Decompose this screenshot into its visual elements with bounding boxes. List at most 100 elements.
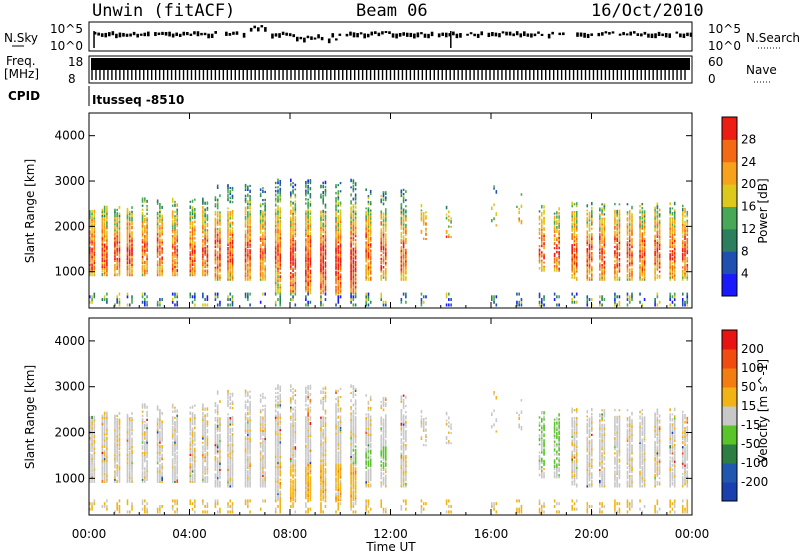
power-cell (146, 303, 148, 307)
power-cell (114, 268, 116, 273)
velocity-cell (174, 469, 176, 473)
power-cell (540, 222, 543, 225)
velocity-cell (91, 472, 93, 475)
power-cell (290, 274, 292, 277)
power-cell (294, 281, 297, 285)
power-colorbar-swatch (722, 206, 737, 230)
power-cell (161, 260, 163, 265)
power-cell (292, 207, 294, 211)
power-cell (382, 275, 385, 279)
power-cell (247, 243, 249, 247)
power-cell (106, 255, 108, 258)
power-cell (575, 251, 578, 255)
power-cell (656, 242, 659, 247)
power-cell (618, 209, 621, 212)
power-cell (588, 213, 591, 216)
power-cell (292, 239, 294, 244)
velocity-cell (103, 457, 106, 461)
power-cell (654, 211, 656, 214)
velocity-cell (194, 510, 196, 514)
power-cell (294, 263, 297, 266)
power-cell (324, 285, 327, 289)
velocity-cell (91, 473, 93, 477)
velocity-cell (174, 443, 176, 446)
power-cell (367, 262, 370, 265)
velocity-cell (114, 429, 116, 432)
power-cell (307, 244, 309, 248)
power-cell (294, 257, 297, 260)
power-cell (191, 269, 194, 273)
power-cell (658, 227, 661, 230)
power-cell (626, 264, 629, 267)
power-cell (631, 231, 633, 234)
power-cell (264, 202, 266, 206)
power-cell (307, 292, 309, 296)
velocity-cell (114, 464, 116, 467)
power-cell (176, 268, 179, 273)
power-cell (309, 210, 312, 213)
power-cell (671, 295, 674, 299)
power-cell (259, 192, 262, 196)
power-cell (681, 247, 684, 251)
power-cell (324, 268, 327, 272)
power-cell (656, 214, 659, 218)
velocity-cell (116, 455, 118, 459)
power-cell (643, 238, 646, 243)
power-cell (384, 224, 387, 228)
velocity-cell (156, 434, 159, 438)
power-cell (103, 256, 106, 260)
velocity-cell (202, 430, 204, 434)
power-cell (639, 292, 641, 296)
power-cell (307, 228, 309, 232)
velocity-cell (101, 458, 104, 461)
power-cell (274, 231, 277, 236)
power-cell (93, 228, 96, 232)
power-cell (128, 254, 131, 258)
power-cell (307, 240, 309, 244)
power-cell (518, 218, 520, 223)
power-cell (365, 271, 367, 275)
power-cell (352, 206, 355, 209)
power-cell (420, 218, 423, 222)
power-cell (191, 227, 194, 232)
power-cell (380, 292, 383, 296)
power-cell (93, 272, 96, 275)
velocity-cell (159, 409, 161, 413)
velocity-cell (114, 438, 116, 442)
power-cell (673, 228, 676, 232)
power-cell (194, 243, 196, 246)
power-cell (277, 250, 279, 254)
power-cell (405, 262, 407, 265)
power-cell (339, 269, 342, 272)
velocity-cell (118, 467, 121, 471)
power-cell (191, 199, 194, 203)
velocity-cell (126, 437, 129, 440)
velocity-cell (106, 465, 108, 469)
power-cell (538, 256, 541, 260)
velocity-cell (146, 423, 148, 426)
power-cell (274, 285, 277, 289)
velocity-cell (126, 502, 129, 506)
power-cell (335, 199, 337, 203)
power-cell (292, 286, 294, 291)
power-cell (264, 229, 266, 232)
velocity-cell (194, 457, 196, 461)
power-cell (669, 220, 671, 224)
power-cell (106, 292, 108, 296)
power-cell (405, 231, 407, 234)
power-cell (324, 229, 327, 232)
power-cell (171, 262, 174, 265)
power-cell (274, 203, 277, 207)
power-cell (658, 208, 661, 212)
power-cell (339, 223, 342, 226)
power-cell (616, 255, 618, 259)
power-cell (590, 220, 593, 224)
power-cell (603, 225, 606, 228)
power-cell (176, 248, 179, 252)
power-cell (400, 249, 403, 253)
power-cell (654, 229, 656, 232)
velocity-cell (101, 438, 104, 442)
velocity-cell (106, 468, 108, 471)
velocity-cell (146, 405, 148, 409)
power-cell (335, 248, 337, 252)
